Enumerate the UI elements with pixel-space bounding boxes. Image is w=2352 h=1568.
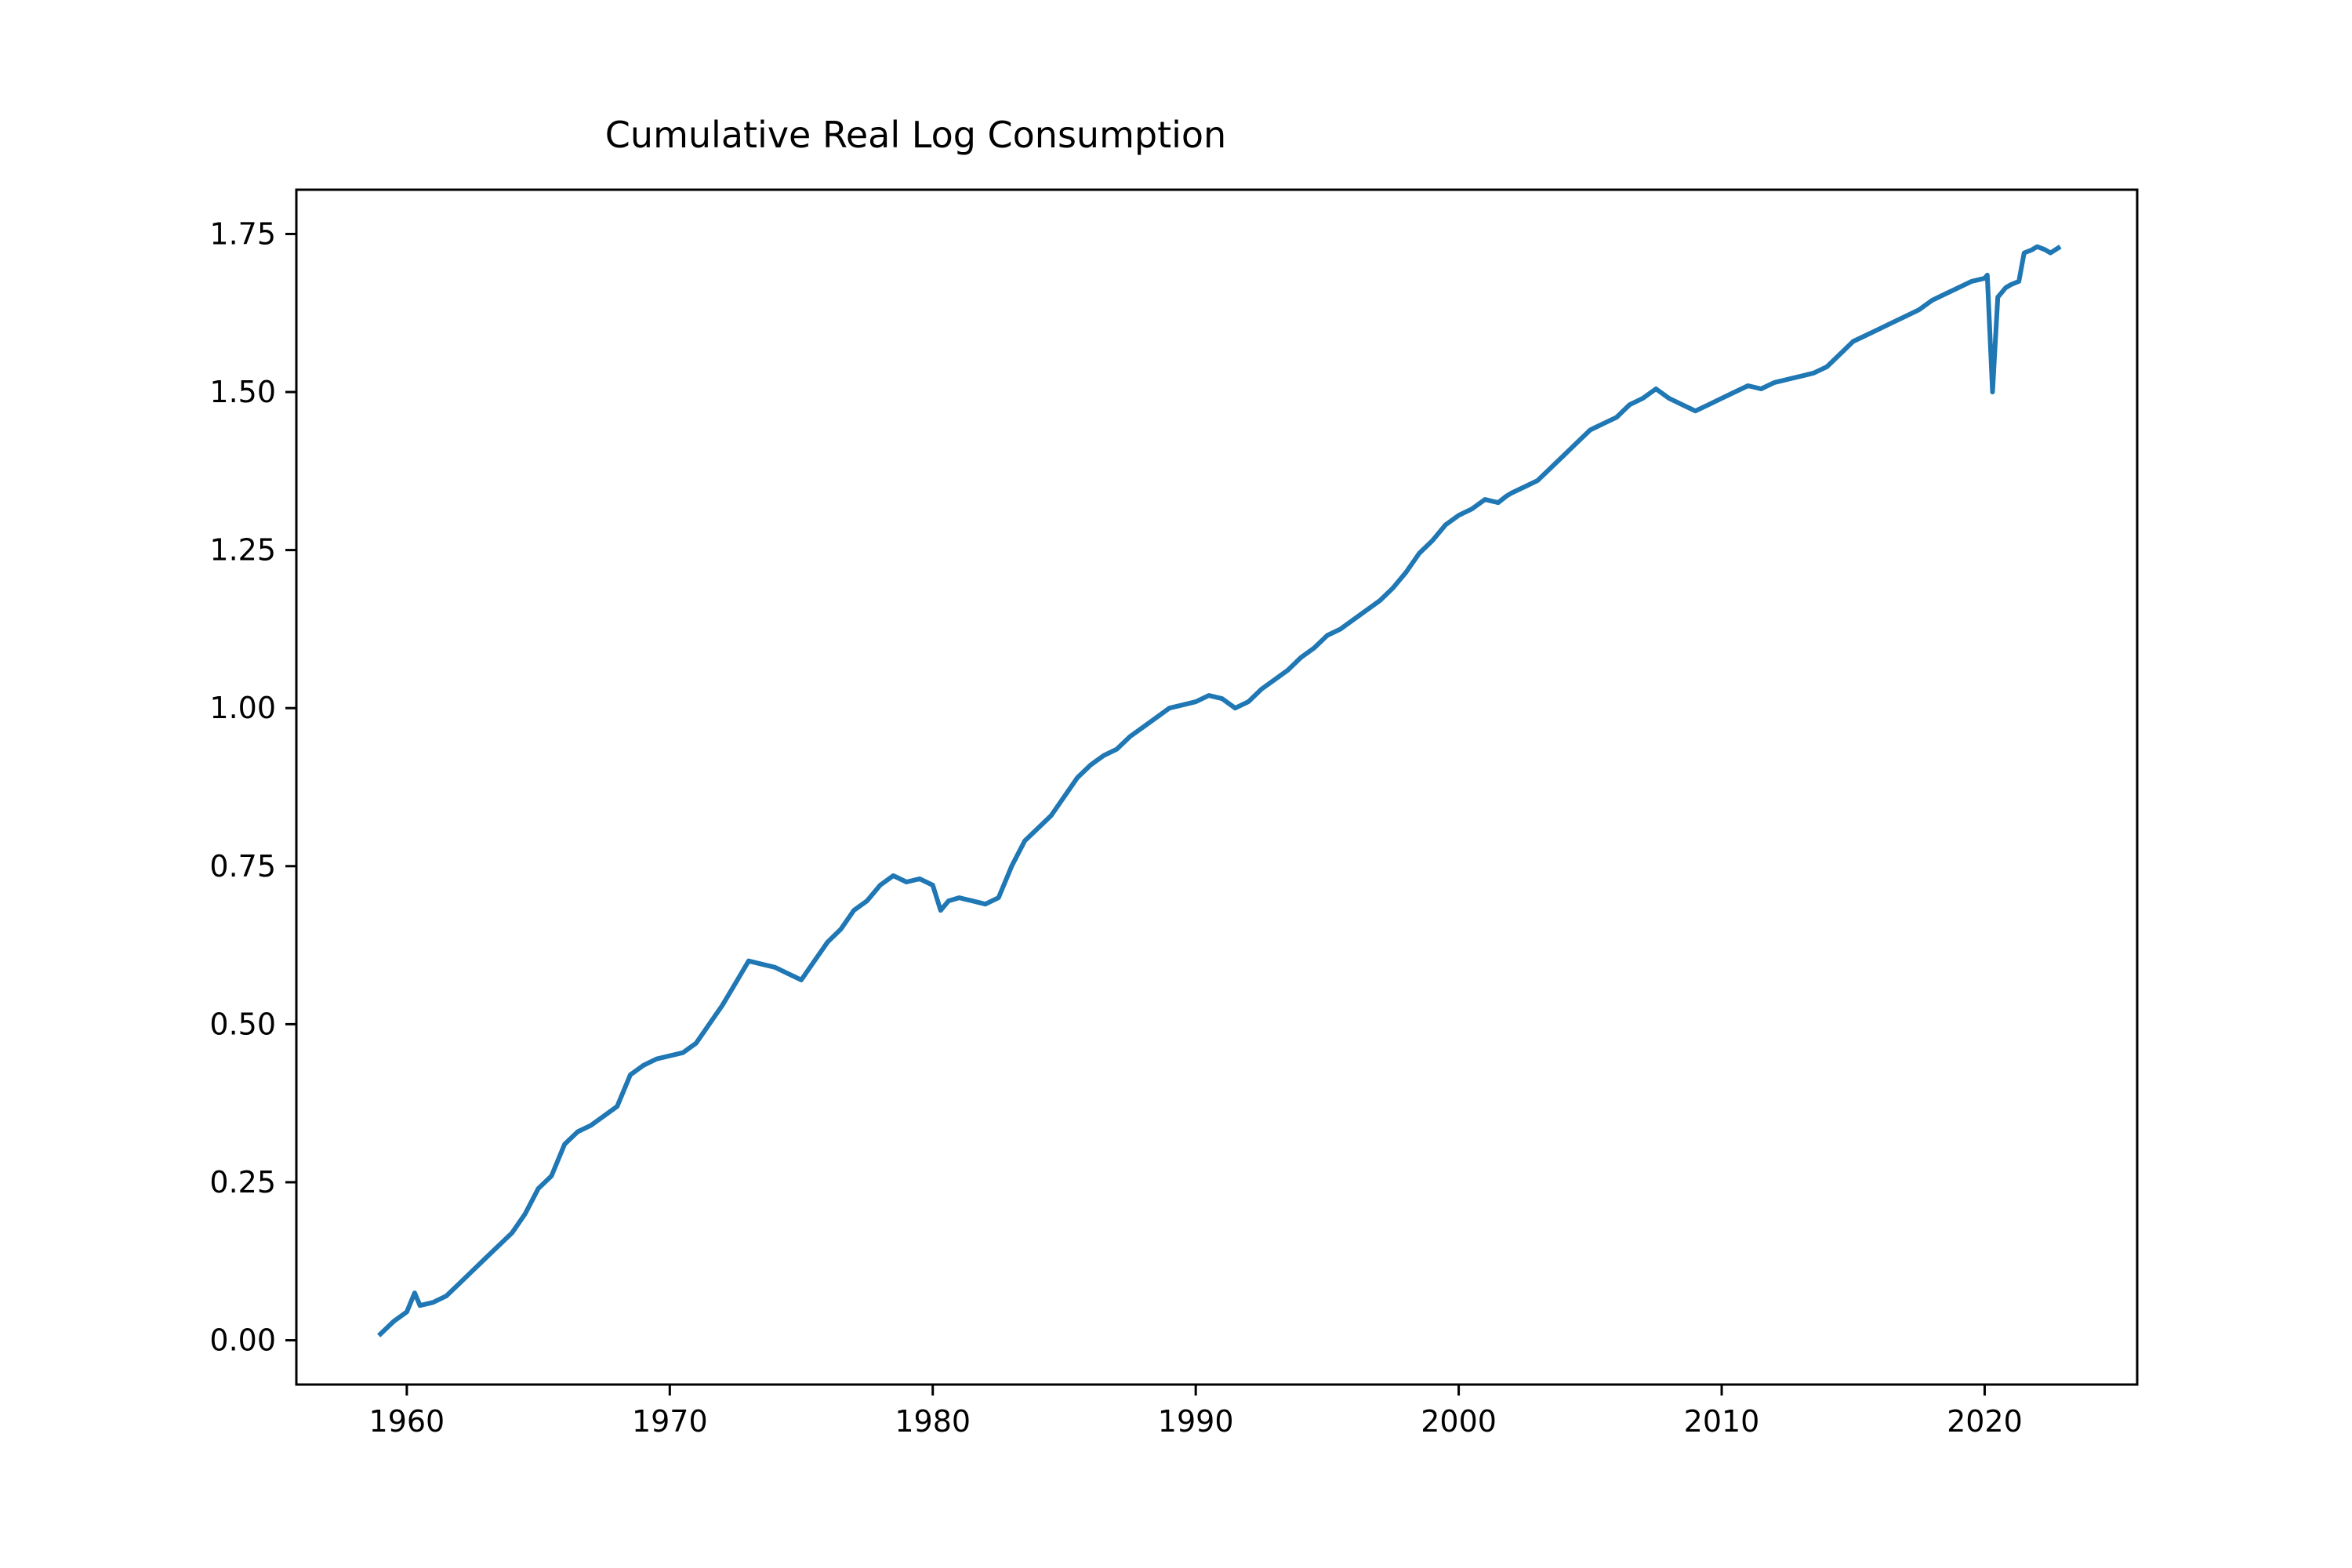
series-line-0	[377, 244, 2062, 1338]
y-tick-label: 0.00	[209, 1323, 276, 1358]
x-axis: 1960 1970 1980 1990 2000 2010 2020	[369, 1385, 2023, 1439]
y-tick-label: 1.25	[209, 533, 276, 568]
x-tick-label: 2010	[1684, 1404, 1760, 1439]
y-tick-label: 1.00	[209, 691, 276, 725]
series-layer	[377, 244, 2062, 1338]
y-axis: 0.00 0.25 0.50 0.75 1.00 1.25 1.50 1.75	[209, 216, 296, 1358]
y-tick-label: 0.25	[209, 1165, 276, 1200]
x-tick-label: 1970	[632, 1404, 708, 1439]
plot-area-frame	[295, 188, 2139, 1386]
x-tick-label: 1980	[895, 1404, 971, 1439]
y-tick-label: 1.75	[209, 216, 276, 251]
x-tick-label: 2000	[1421, 1404, 1497, 1439]
chart-title: Cumulative Real Log Consumption	[605, 114, 1226, 156]
y-tick-label: 1.50	[209, 375, 276, 409]
x-tick-label: 1990	[1158, 1404, 1234, 1439]
x-tick-label: 2020	[1947, 1404, 2023, 1439]
x-tick-label: 1960	[369, 1404, 445, 1439]
y-tick-label: 0.75	[209, 849, 276, 884]
y-tick-label: 0.50	[209, 1007, 276, 1041]
